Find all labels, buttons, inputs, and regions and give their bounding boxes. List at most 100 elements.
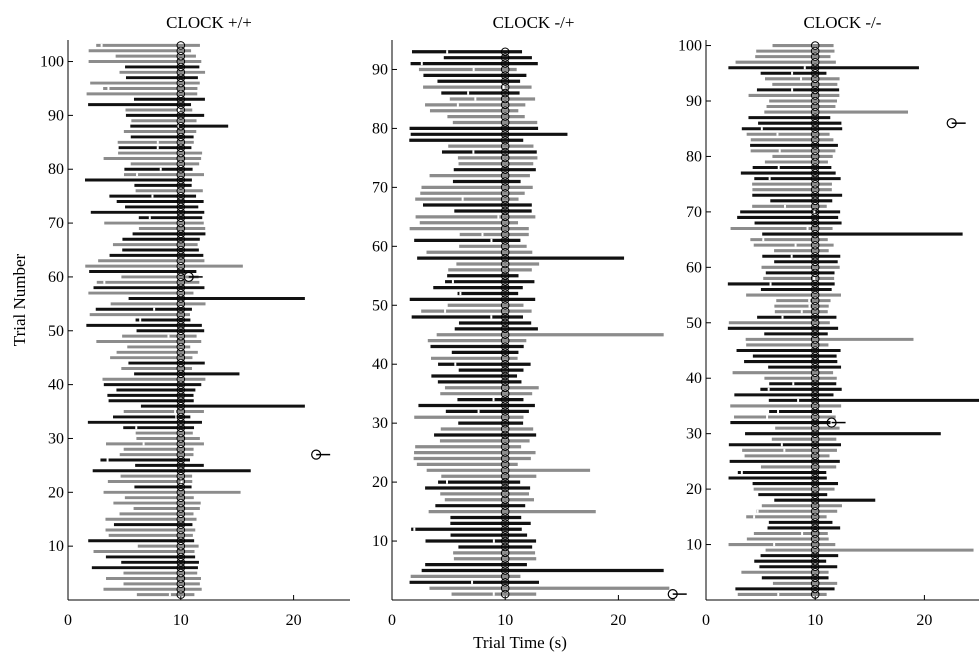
cue-marker: [500, 165, 510, 174]
cue-marker: [810, 135, 820, 145]
cue-marker: [176, 326, 186, 336]
y-tick-label: 70: [372, 179, 388, 196]
cue-marker: [810, 118, 820, 128]
cue-marker: [810, 368, 820, 377]
panel-1: CLOCK +/+ 10 20 30 40 50 60 70 80 90 100 0 10 20: [40, 13, 350, 629]
cue-marker: [810, 407, 820, 416]
cue-marker: [500, 224, 510, 233]
cue-marker: [500, 147, 510, 157]
cue-marker: [810, 68, 820, 78]
cue-marker: [810, 434, 820, 444]
cue-marker: [176, 57, 186, 66]
cue-marker: [500, 106, 510, 116]
cue-marker: [176, 493, 186, 502]
x-tick-label: 10: [807, 612, 823, 629]
cue-marker: [810, 213, 820, 222]
cue-marker: [500, 135, 510, 145]
cue-marker: [176, 154, 186, 163]
cue-marker: [500, 194, 510, 204]
cue-marker: [810, 157, 820, 167]
cue-marker: [810, 185, 820, 195]
cue-marker: [810, 579, 820, 588]
cue-marker: [500, 566, 510, 575]
cue-marker: [810, 445, 820, 455]
cue-marker: [500, 483, 510, 493]
cue-marker: [500, 212, 510, 222]
cue-marker: [176, 396, 186, 406]
y-tick-label: 100: [40, 54, 64, 71]
cue-marker: [176, 509, 186, 519]
cue-marker: [810, 562, 820, 572]
cue-marker: [500, 112, 510, 121]
cue-marker: [810, 501, 820, 511]
cue-marker: [500, 300, 510, 310]
cue-marker: [176, 525, 186, 535]
cue-marker: [176, 455, 186, 465]
cue-marker: [176, 138, 186, 147]
y-axis-label: Trial Number: [10, 253, 29, 346]
cue-marker: [810, 512, 820, 522]
cue-marker: [176, 374, 186, 384]
cue-marker: [176, 100, 186, 109]
cue-marker: [500, 401, 510, 410]
cue-marker: [176, 407, 186, 416]
cue-marker: [176, 208, 186, 217]
cue-marker: [176, 278, 186, 287]
cue-marker: [176, 68, 186, 77]
cue-marker: [500, 536, 510, 546]
y-tick-label: 60: [686, 259, 702, 276]
cue-marker: [176, 337, 186, 346]
cue-marker: [810, 346, 820, 355]
cue-marker: [810, 495, 820, 505]
x-tick-label: 20: [610, 612, 626, 629]
cue-marker: [810, 141, 820, 150]
cue-marker: [810, 229, 820, 239]
cue-marker: [810, 190, 820, 200]
cue-marker: [176, 170, 186, 179]
y-tick-label: 20: [48, 484, 64, 501]
cue-marker: [500, 377, 510, 387]
cue-marker: [810, 462, 820, 472]
cue-marker: [176, 450, 186, 459]
cue-marker: [500, 47, 510, 57]
cue-marker: [176, 444, 186, 454]
cue-marker: [810, 567, 820, 577]
cue-marker: [176, 401, 186, 411]
cue-marker: [176, 466, 186, 476]
cue-marker: [176, 175, 186, 185]
cue-marker: [176, 358, 186, 368]
cue-marker: [810, 335, 820, 344]
cue-marker: [500, 477, 510, 487]
cue-marker: [810, 96, 820, 106]
cue-marker: [500, 71, 510, 80]
cue-marker: [810, 468, 820, 477]
cue-marker: [176, 234, 186, 244]
y-tick-label: 50: [372, 297, 388, 314]
cue-marker: [176, 197, 186, 206]
cue-marker: [176, 353, 186, 362]
outlier-marker: [826, 417, 837, 428]
cue-marker: [500, 230, 510, 239]
cue-marker: [500, 218, 510, 228]
cue-marker: [810, 451, 820, 461]
panel-title: CLOCK +/+: [166, 13, 252, 32]
cue-marker: [810, 312, 820, 322]
cue-marker: [500, 200, 510, 210]
y-tick-label: 30: [372, 415, 388, 432]
cue-marker: [810, 74, 820, 84]
cue-marker: [810, 107, 820, 117]
cue-marker: [500, 365, 510, 375]
cue-marker: [810, 551, 820, 560]
cue-marker: [810, 473, 820, 483]
y-tick-label: 30: [686, 426, 702, 443]
cue-marker: [500, 177, 510, 186]
y-tick-label: 20: [372, 474, 388, 491]
cue-marker: [500, 418, 510, 428]
cue-marker: [176, 89, 186, 99]
outlier-marker: [183, 271, 194, 283]
panel-title: CLOCK -/+: [493, 13, 575, 32]
cue-marker: [500, 560, 510, 569]
cue-marker: [810, 251, 820, 261]
cue-marker: [176, 310, 186, 319]
